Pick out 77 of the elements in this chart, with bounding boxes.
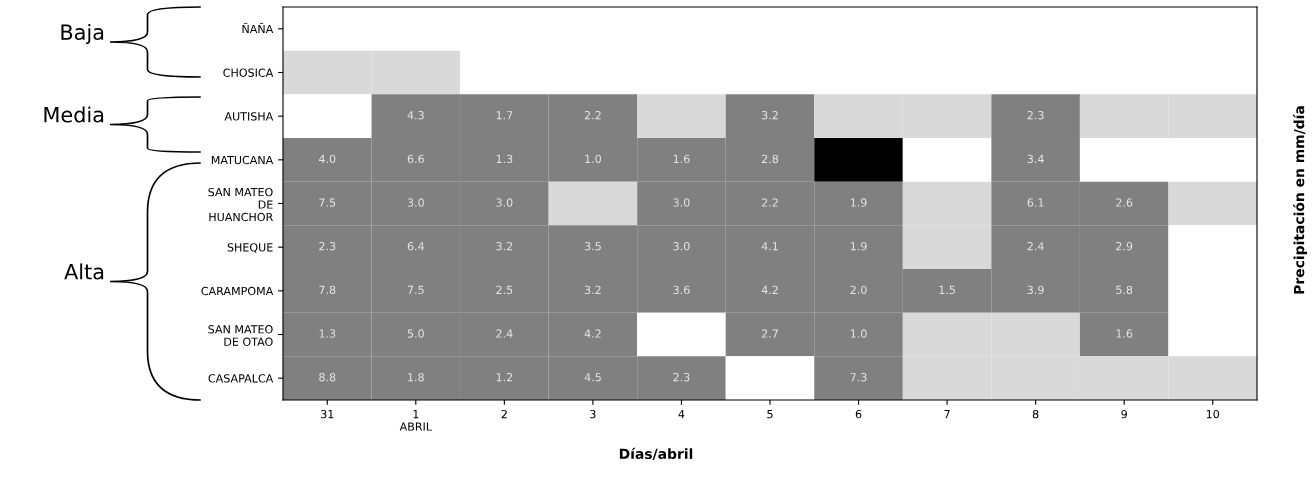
data-label: 1.0: [585, 154, 602, 164]
data-label: 3.2: [496, 241, 513, 251]
data-label: 7.5: [407, 285, 424, 295]
y-tick-label: ÑAÑA: [242, 22, 274, 34]
y-axis-title: Precipitación en mm/día: [1293, 106, 1307, 294]
data-label: 3.0: [407, 198, 424, 207]
data-label: 1.0: [850, 329, 867, 338]
data-label: 1.6: [1116, 329, 1133, 338]
data-label: 1.7: [496, 111, 513, 120]
data-label: 2.2: [761, 198, 778, 207]
data-label: 1.6: [673, 154, 690, 164]
x-tick-label: 10: [1206, 409, 1220, 419]
data-label: 3.0: [673, 241, 690, 251]
data-label: 1.3: [496, 154, 513, 164]
data-label: 5.0: [407, 329, 424, 338]
text: Media: [44, 106, 104, 123]
data-label: 3.6: [673, 285, 690, 295]
y-tick-label: CASAPALCA: [208, 374, 274, 383]
data-label: 1.5: [939, 285, 955, 295]
data-label: 4.2: [584, 329, 601, 338]
data-label: 1.8: [408, 372, 424, 382]
x-tick-label: 8: [1032, 409, 1039, 419]
data-label: 2.9: [1116, 241, 1133, 251]
y-tick-label: MATUCANA: [211, 155, 274, 165]
data-label: 7.8: [319, 285, 336, 295]
data-label: 2.7: [761, 329, 778, 338]
x-tick-label: 31: [321, 409, 334, 419]
x-tick-label: 3: [590, 409, 596, 419]
y-tick-label: CARAMPOMA: [201, 286, 274, 296]
data-label: 1.3: [319, 329, 336, 338]
data-label: 2.0: [850, 285, 867, 295]
data-label: 5.8: [1116, 285, 1133, 295]
data-label: 7.5: [319, 198, 336, 207]
data-label: 8.8: [319, 372, 336, 382]
data-label: 2.3: [1027, 110, 1044, 120]
text: Baja: [61, 23, 104, 45]
x-tick-label: 4: [678, 410, 685, 419]
data-label: 6.1: [1027, 198, 1044, 207]
data-label: 1.9: [850, 198, 867, 207]
x-axis-title: Días/abril: [619, 447, 693, 461]
data-label: 2.8: [761, 154, 779, 164]
y-tick-label: SAN MATEO DE OTAO: [208, 325, 273, 346]
y-tick-label: SAN MATEO DE HUANCHOR: [208, 187, 273, 222]
data-label: 7.3: [850, 372, 867, 382]
data-label: 2.4: [1027, 241, 1044, 251]
data-label: 2.4: [496, 329, 513, 338]
data-label: 3.2: [584, 285, 601, 295]
data-label: 2.3: [673, 372, 690, 382]
data-label: 3.9: [1027, 285, 1044, 295]
data-label: 3.2: [762, 110, 778, 120]
data-label: 4.5: [584, 373, 601, 382]
data-label: 2.5: [496, 285, 513, 295]
data-label: 3.0: [673, 198, 690, 207]
data-label: 1.2: [496, 372, 513, 382]
x-tick-label: 9: [1121, 409, 1127, 419]
x-tick-label: 5: [767, 410, 773, 419]
data-label: 3.0: [496, 198, 513, 207]
data-label: 3.5: [584, 241, 601, 251]
data-label: 6.6: [407, 154, 424, 164]
data-label: 2.3: [319, 241, 336, 251]
x-tick-label: 7: [944, 410, 950, 419]
x-tick-label: 6: [855, 409, 862, 419]
data-label: 6.4: [407, 241, 425, 251]
data-label: 1.9: [850, 241, 867, 251]
x-tick-label: 1 ABRIL: [399, 410, 432, 431]
y-tick-label: AUTISHA: [224, 112, 274, 121]
data-label: 2.6: [1116, 198, 1133, 207]
data-label: 2.2: [584, 110, 601, 120]
data-label: 4.0: [318, 154, 336, 164]
x-tick-label: 2: [501, 409, 507, 419]
data-label: 3.4: [1027, 154, 1044, 164]
data-label: 4.2: [761, 285, 778, 294]
data-label: 4.3: [407, 110, 424, 120]
data-label: 4.1: [761, 242, 778, 251]
text: Alta: [64, 263, 104, 280]
y-tick-label: SHEQUE: [227, 243, 273, 253]
y-tick-label: CHOSICA: [223, 68, 274, 77]
